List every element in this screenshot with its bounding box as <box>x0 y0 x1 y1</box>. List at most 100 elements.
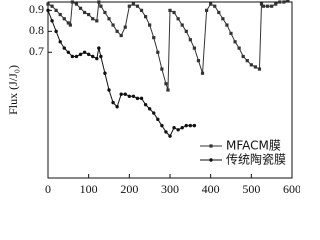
point <box>176 17 180 21</box>
point <box>66 21 70 25</box>
point <box>46 8 50 13</box>
point <box>172 126 176 130</box>
point <box>166 88 170 92</box>
point <box>286 0 290 2</box>
point <box>147 107 152 111</box>
point <box>233 40 237 44</box>
point <box>160 67 164 71</box>
point <box>176 128 180 132</box>
point <box>87 12 91 17</box>
legend-label: 传统陶瓷膜 <box>226 152 286 167</box>
point <box>66 50 71 54</box>
point <box>225 23 229 27</box>
point <box>139 96 144 101</box>
point <box>156 117 160 122</box>
point <box>143 102 148 107</box>
point <box>249 63 253 67</box>
y-tick-label: 0.9 <box>29 2 44 16</box>
point <box>213 4 217 8</box>
point <box>205 8 209 12</box>
point <box>188 38 192 42</box>
point <box>160 123 164 128</box>
series-line <box>47 10 195 137</box>
point <box>111 100 115 105</box>
point <box>74 2 79 6</box>
point <box>135 4 140 8</box>
point <box>46 2 50 6</box>
point <box>168 8 172 12</box>
point <box>257 67 262 71</box>
legend-marker <box>209 144 213 148</box>
point <box>209 2 213 6</box>
point <box>184 29 188 33</box>
point <box>217 10 221 15</box>
point <box>103 10 107 15</box>
point <box>99 4 103 8</box>
y-axis-label: Flux (J/J₀) <box>6 65 20 115</box>
point <box>164 82 168 86</box>
point <box>70 54 75 59</box>
point <box>180 126 184 130</box>
point <box>270 4 274 8</box>
point <box>103 71 107 75</box>
point <box>278 0 282 4</box>
series-line <box>47 0 289 91</box>
point <box>144 15 148 19</box>
point <box>168 134 172 138</box>
x-tick-label: 300 <box>161 182 179 196</box>
point <box>282 0 286 4</box>
point <box>127 94 132 98</box>
point <box>135 96 140 101</box>
point <box>123 92 127 96</box>
point <box>274 2 278 6</box>
point <box>241 54 245 59</box>
x-tick-label: 500 <box>242 182 260 196</box>
point <box>74 54 79 59</box>
point <box>58 12 62 17</box>
point <box>152 36 156 40</box>
point <box>123 25 127 29</box>
point <box>229 31 233 36</box>
chart: Flux (J/J₀) 0 100 200 300 400 500 600 0.7 0.8 0.9… <box>6 0 300 196</box>
y-tick-label: 0.8 <box>29 23 44 37</box>
point <box>78 52 83 57</box>
point <box>259 2 264 6</box>
point <box>99 54 103 59</box>
point <box>119 92 123 96</box>
point <box>148 23 152 27</box>
point <box>156 50 160 54</box>
point <box>192 123 197 128</box>
point <box>115 29 119 33</box>
point <box>164 130 168 134</box>
point <box>196 59 201 63</box>
legend-label: MFACM膜 <box>226 139 281 153</box>
point <box>83 10 87 15</box>
point <box>58 40 62 44</box>
point <box>62 46 66 50</box>
point <box>95 56 99 61</box>
point <box>82 50 87 54</box>
point <box>111 23 115 27</box>
x-tick-label: 400 <box>202 182 220 196</box>
point <box>97 46 101 50</box>
point <box>78 6 83 10</box>
point <box>127 4 131 8</box>
point <box>221 17 225 21</box>
point <box>91 54 95 59</box>
point <box>131 2 135 6</box>
point <box>253 65 257 69</box>
point <box>180 23 184 27</box>
y-tick-label: 0.7 <box>29 44 44 58</box>
point <box>54 8 58 12</box>
point <box>152 111 156 115</box>
point <box>54 29 58 34</box>
point <box>115 105 119 109</box>
x-tick-label: 200 <box>120 182 138 196</box>
point <box>50 4 54 8</box>
point <box>261 4 266 8</box>
point <box>184 123 188 128</box>
point <box>95 19 99 23</box>
point <box>266 4 270 8</box>
point <box>68 23 72 27</box>
point <box>131 94 136 98</box>
